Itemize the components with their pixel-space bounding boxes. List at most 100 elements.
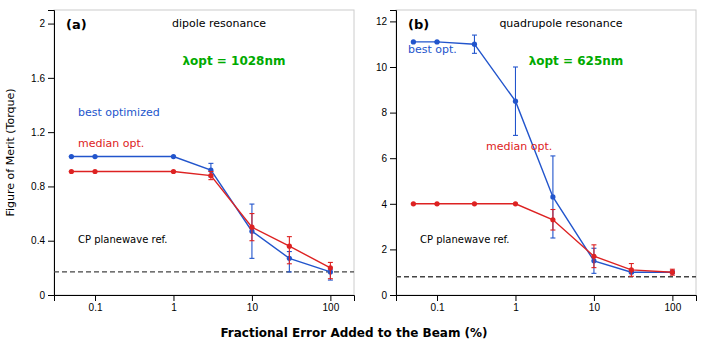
- y-tick: 4: [381, 199, 396, 210]
- x-tick-mark: [330, 295, 331, 301]
- data-point: [92, 154, 97, 159]
- y-tick-mark: [48, 241, 54, 242]
- error-bar: [472, 35, 477, 53]
- y-tick: 0: [381, 290, 396, 301]
- error-bar-cap: [328, 278, 333, 279]
- y-tick-mark: [48, 78, 54, 79]
- data-point: [550, 217, 555, 222]
- x-tick: 0.1: [89, 295, 103, 313]
- error-bar-cap: [249, 240, 254, 241]
- error-bar-cap: [550, 237, 555, 238]
- panel-label: (b): [408, 17, 429, 32]
- x-tick: 1: [513, 295, 519, 313]
- y-tick: 0.4: [31, 235, 54, 246]
- y-tick-mark: [48, 24, 54, 25]
- x-tick-label: 0.1: [431, 302, 445, 313]
- error-bar-cap: [472, 53, 477, 54]
- y-axis: 00.40.81.21.62: [31, 11, 54, 301]
- x-axis-line: [397, 296, 697, 302]
- x-tick-mark: [252, 295, 253, 301]
- error-bar-cap: [249, 213, 254, 214]
- y-tick-mark: [48, 132, 54, 133]
- series-label: best optimized: [78, 106, 160, 119]
- chart-svg: 0.111010000.40.81.21.62dipole resonance(…: [0, 0, 708, 345]
- x-tick-label: 10: [247, 302, 259, 313]
- x-axis-line: [55, 296, 355, 302]
- series-label: median opt.: [486, 140, 552, 153]
- error-bar-cap: [591, 267, 596, 268]
- error-bar: [328, 262, 333, 278]
- y-tick-mark: [390, 158, 396, 159]
- data-point: [513, 99, 518, 104]
- x-tick: 1: [171, 295, 177, 313]
- data-point: [434, 201, 439, 206]
- panel: 0.111010000.40.81.21.62dipole resonance(…: [4, 10, 355, 313]
- y-tick: 1.6: [31, 73, 54, 84]
- x-axis: 0.1 1 10 100: [55, 295, 355, 313]
- y-tick-label: 0.8: [31, 181, 45, 192]
- plot-area: [54, 154, 354, 280]
- x-tick-label: 100: [323, 302, 340, 313]
- x-tick-label: 100: [665, 302, 682, 313]
- error-bar-cap: [328, 280, 333, 281]
- data-point: [171, 154, 176, 159]
- x-tick: 10: [247, 295, 259, 313]
- x-tick-mark: [437, 295, 438, 301]
- data-point: [513, 201, 518, 206]
- data-point: [208, 168, 213, 173]
- data-point: [249, 225, 254, 230]
- y-tick: 12: [376, 16, 396, 27]
- error-bar: [249, 204, 254, 258]
- y-tick: 2: [39, 18, 54, 29]
- y-tick-mark: [390, 295, 396, 296]
- panel-title: quadrupole resonance: [499, 17, 622, 30]
- error-bar: [208, 172, 213, 180]
- y-tick: 8: [381, 107, 396, 118]
- y-tick: 6: [381, 153, 396, 164]
- data-point: [171, 169, 176, 174]
- data-point: [472, 42, 477, 47]
- error-bar-stem: [251, 204, 252, 258]
- series-label: best opt.: [408, 43, 457, 56]
- annotation: λopt = 625nm: [529, 54, 624, 68]
- plot-frame: [54, 10, 354, 295]
- x-tick-label: 0.1: [89, 302, 103, 313]
- y-tick-mark: [390, 21, 396, 22]
- y-tick-label: 4: [381, 199, 387, 210]
- x-axis-title: Fractional Error Added to the Beam (%): [220, 326, 487, 340]
- data-point: [629, 267, 634, 272]
- y-tick-label: 0: [381, 290, 387, 301]
- error-bar-cap: [287, 263, 292, 264]
- x-axis: 0.1110100: [397, 295, 697, 313]
- error-bar-cap: [287, 236, 292, 237]
- y-tick-label: 1.2: [31, 127, 45, 138]
- data-point: [550, 194, 555, 199]
- error-bar-cap: [513, 135, 518, 136]
- error-bar-cap: [208, 163, 213, 164]
- error-bar: [513, 67, 518, 135]
- y-tick-label: 2: [381, 244, 387, 255]
- data-point: [69, 169, 74, 174]
- error-bar-cap: [249, 204, 254, 205]
- reference-line: [54, 271, 354, 272]
- y-tick: 10: [376, 62, 396, 73]
- error-bar-cap: [208, 179, 213, 180]
- error-bar-stem: [330, 262, 331, 278]
- x-tick: 100: [665, 295, 682, 313]
- error-bar-cap: [249, 258, 254, 259]
- x-tick-label: 1: [171, 302, 177, 313]
- y-tick-mark: [390, 113, 396, 114]
- y-axis-line: [390, 11, 397, 296]
- x-tick-mark: [173, 295, 174, 301]
- plot-area: [396, 35, 696, 277]
- reference-line: [396, 276, 696, 277]
- error-bar: [550, 210, 555, 231]
- error-bar-cap: [208, 171, 213, 172]
- series-line: [71, 172, 330, 268]
- error-bar-cap: [629, 263, 634, 264]
- annotation: λopt = 1028nm: [182, 54, 285, 68]
- data-point: [92, 169, 97, 174]
- y-tick-label: 2: [39, 18, 45, 29]
- data-point: [591, 254, 596, 259]
- data-point: [208, 173, 213, 178]
